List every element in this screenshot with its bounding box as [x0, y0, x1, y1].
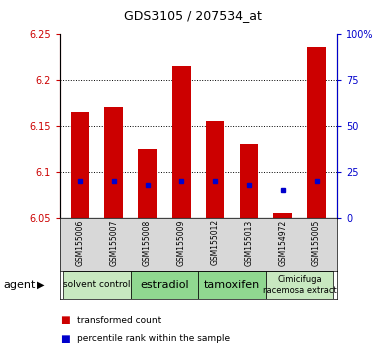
Bar — [138, 149, 157, 218]
Text: GDS3105 / 207534_at: GDS3105 / 207534_at — [124, 9, 261, 22]
Text: ■: ■ — [60, 315, 69, 325]
Text: tamoxifen: tamoxifen — [204, 280, 260, 290]
Text: agent: agent — [4, 280, 36, 290]
Text: solvent control: solvent control — [63, 280, 131, 290]
Bar — [206, 121, 224, 218]
Text: GSM155009: GSM155009 — [177, 219, 186, 266]
Bar — [131, 271, 198, 299]
Text: transformed count: transformed count — [77, 316, 161, 325]
Text: GSM155008: GSM155008 — [143, 219, 152, 266]
Text: percentile rank within the sample: percentile rank within the sample — [77, 334, 230, 343]
Text: GSM155012: GSM155012 — [211, 219, 220, 266]
Text: GSM155013: GSM155013 — [244, 219, 253, 266]
Bar — [172, 66, 191, 218]
Text: GSM154972: GSM154972 — [278, 219, 287, 266]
Bar — [307, 47, 326, 218]
Text: ■: ■ — [60, 334, 69, 344]
Bar — [198, 271, 266, 299]
Bar — [63, 271, 131, 299]
Text: GSM155007: GSM155007 — [109, 219, 118, 266]
Text: estradiol: estradiol — [140, 280, 189, 290]
Text: GSM155006: GSM155006 — [75, 219, 84, 266]
Bar — [240, 144, 258, 218]
Bar — [273, 213, 292, 218]
Text: Cimicifuga
racemosa extract: Cimicifuga racemosa extract — [263, 275, 336, 295]
Bar — [104, 107, 123, 218]
Bar — [71, 112, 89, 218]
Bar — [266, 271, 333, 299]
Text: ▶: ▶ — [37, 280, 44, 290]
Text: GSM155005: GSM155005 — [312, 219, 321, 266]
